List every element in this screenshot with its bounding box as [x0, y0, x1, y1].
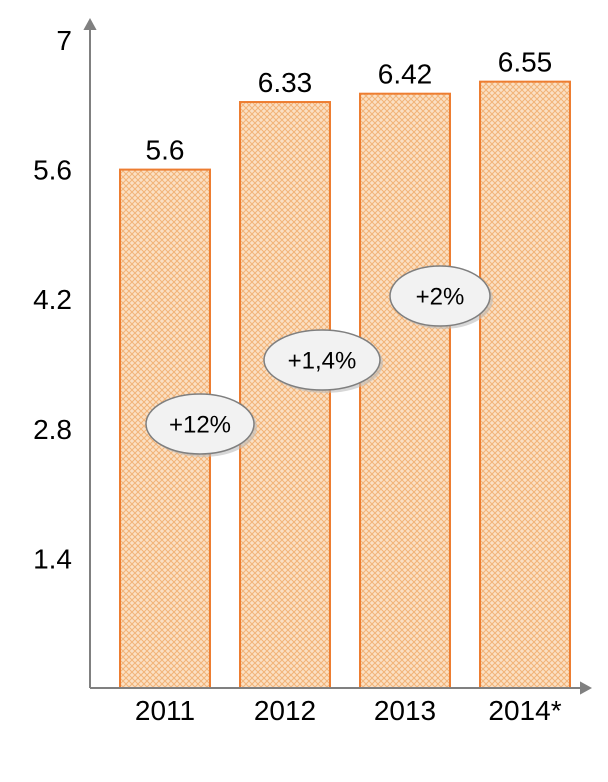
callout-label: +2% [416, 283, 465, 310]
x-category-label: 2011 [135, 695, 195, 726]
bar [360, 94, 450, 688]
bar-value-label: 5.6 [146, 135, 185, 166]
bar-chart: 5.6 2011 6.33 2012 6.42 2013 6.55 2014* 1.4 2.8 4.… [0, 0, 608, 782]
callout-label: +12% [169, 411, 231, 438]
y-tick-label: 5.6 [33, 155, 72, 186]
y-tick-label: 4.2 [33, 284, 72, 315]
y-tick-label: 2.8 [33, 414, 72, 445]
y-tick-label: 1.4 [33, 543, 72, 574]
x-axis-arrowhead-icon [580, 681, 592, 694]
bar [480, 82, 570, 688]
bar-value-label: 6.42 [378, 59, 433, 90]
bar-value-label: 6.55 [498, 47, 553, 78]
y-axis-arrowhead-icon [83, 18, 96, 30]
bar-value-label: 6.33 [258, 67, 313, 98]
bar [240, 102, 330, 688]
y-tick-label: 7 [56, 25, 72, 56]
callout-label: +1,4% [288, 347, 357, 374]
x-category-label: 2012 [254, 695, 316, 726]
x-category-label: 2013 [374, 695, 436, 726]
x-category-label: 2014* [488, 695, 561, 726]
